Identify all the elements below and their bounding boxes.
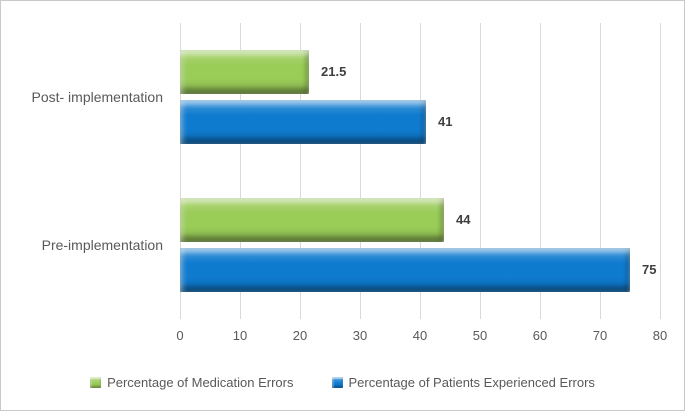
legend-label-medication-errors: Percentage of Medication Errors [107,374,294,390]
x-axis: 0 10 20 30 40 50 60 70 80 [176,328,667,346]
x-tick-80: 80 [652,328,668,343]
x-tick-40: 40 [412,328,428,343]
bar-post-implementation-percentage-of-medication-errors [180,50,309,94]
legend-label-patients-experienced-errors: Percentage of Patients Experienced Error… [348,374,595,390]
x-tick-50: 50 [472,328,488,343]
category-label-pre-implementation: Pre-implementation [41,237,163,253]
gridline-70 [600,23,601,319]
gridline-60 [540,23,541,319]
x-tick-70: 70 [592,328,608,343]
bar-post-implementation-percentage-of-patients-experienced-errors [180,100,426,144]
legend-item-medication-errors: Percentage of Medication Errors [90,374,294,390]
x-tick-30: 30 [352,328,368,343]
category-label-post-implementation: Post- implementation [31,89,163,105]
gridline-40 [420,23,421,319]
data-label-pre-implementation-percentage-of-medication-errors: 44 [456,212,471,227]
bar-pre-implementation-percentage-of-patients-experienced-errors [180,248,630,292]
x-tick-10: 10 [232,328,248,343]
data-label-post-implementation-percentage-of-medication-errors: 21.5 [321,64,347,79]
gridline-0 [180,23,181,319]
gridline-30 [360,23,361,319]
data-label-post-implementation-percentage-of-patients-experienced-errors: 41 [438,114,453,129]
data-label-pre-implementation-percentage-of-patients-experienced-errors: 75 [642,262,657,277]
x-tick-20: 20 [292,328,308,343]
bar-pre-implementation-percentage-of-medication-errors [180,198,444,242]
legend-swatch-blue-icon [331,376,343,388]
category-axis: Post- implementation Pre-implementation [1,23,169,319]
legend-item-patients-experienced-errors: Percentage of Patients Experienced Error… [331,374,595,390]
gridline-20 [300,23,301,319]
legend: Percentage of Medication Errors Percenta… [1,372,684,392]
gridline-10 [240,23,241,319]
legend-swatch-green-icon [90,376,102,388]
x-tick-60: 60 [532,328,548,343]
plot-area: 21.5 41 44 75 [180,23,661,319]
gridline-80 [660,23,661,319]
gridline-50 [480,23,481,319]
x-tick-0: 0 [176,328,184,343]
